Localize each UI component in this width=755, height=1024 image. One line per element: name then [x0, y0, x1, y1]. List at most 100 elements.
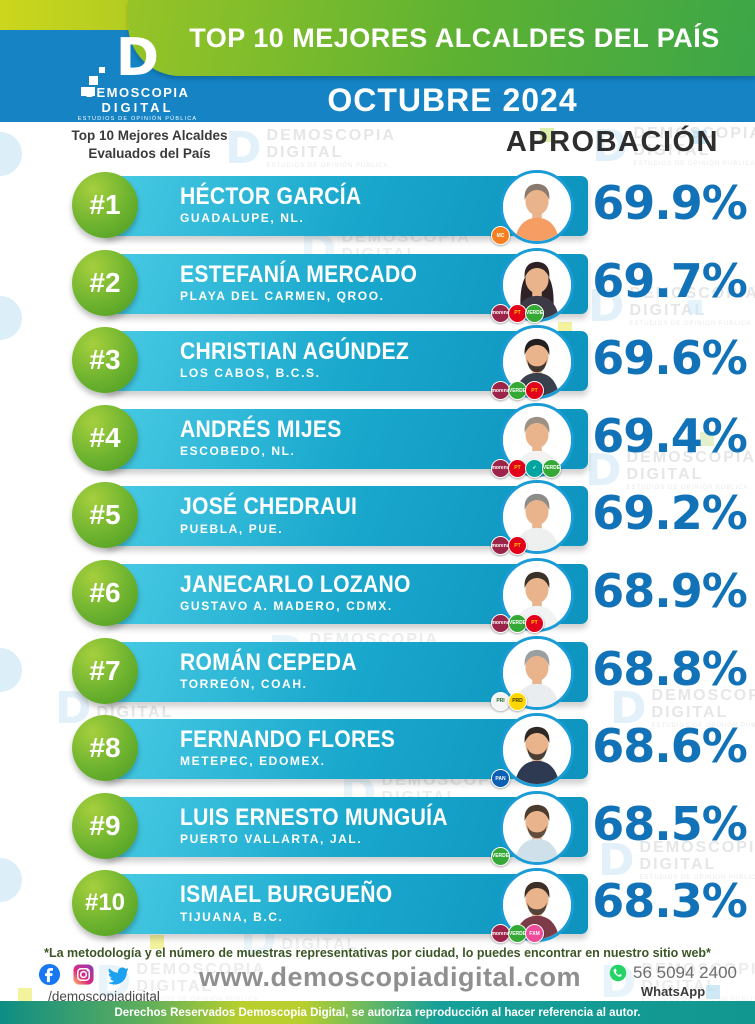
mayor-name: ROMÁN CEPEDA — [180, 648, 357, 676]
rank-badge: #2 — [72, 249, 138, 316]
methodology-note: *La metodología y el número de muestras … — [44, 946, 711, 960]
party-badges: morena PT — [491, 536, 527, 556]
party-badge-verde: VERDE — [542, 458, 561, 478]
website-url: www.demoscopiadigital.com — [198, 962, 582, 992]
approval-value: 69.4% — [592, 408, 748, 463]
mayor-city: TIJUANA, B.C. — [180, 909, 284, 924]
mayor-photo: morena VERDE FXM — [491, 868, 574, 944]
list-caption: Top 10 Mejores Alcaldes Evaluados del Pa… — [42, 127, 257, 162]
mayor-row: ISMAEL BURGUEÑO TIJUANA, B.C. #10 morena… — [0, 866, 755, 944]
approval-value: 68.6% — [592, 719, 748, 774]
mayor-row: FERNANDO FLORES METEPEC, EDOMEX. #8 PAN … — [0, 711, 755, 789]
mayor-name: CHRISTIAN AGÚNDEZ — [180, 338, 409, 366]
logo-name: DEMOSCOPIA — [85, 85, 190, 101]
mayor-photo: morena VERDE PT — [491, 557, 574, 633]
ranking-list: HÉCTOR GARCÍA GUADALUPE, NL. #1 MC 69.9%… — [0, 168, 755, 944]
mayor-city: PUEBLA, PUE. — [180, 521, 284, 536]
logo-d-icon: D — [115, 28, 160, 88]
party-badges: MC — [491, 226, 510, 245]
mayor-row: ANDRÉS MIJES ESCOBEDO, NL. #4 morena PT ✓ V… — [0, 401, 755, 479]
copyright-strip: Derechos Reservados Demoscopia Digital, … — [0, 1001, 755, 1024]
report-month: OCTUBRE 2024 — [327, 82, 578, 118]
rank-badge: #9 — [72, 792, 138, 859]
party-badge-mc: MC — [491, 226, 510, 245]
party-badge-verde: VERDE — [508, 924, 527, 944]
mayor-photo: morena PT ✓ VERDE — [491, 402, 574, 478]
approval-value: 69.9% — [592, 176, 748, 230]
mayor-name: ESTEFANÍA MERCADO — [180, 260, 418, 288]
approval-value: 69.6% — [592, 331, 748, 386]
mayor-city: ESCOBEDO, NL. — [180, 443, 296, 458]
logo-name2: DIGITAL — [101, 100, 174, 116]
approval-value: 69.7% — [592, 253, 748, 308]
mayor-name: ANDRÉS MIJES — [180, 415, 342, 443]
party-badge-pt: PT — [525, 613, 544, 633]
mayor-name: HÉCTOR GARCÍA — [180, 183, 362, 210]
facebook-icon — [38, 963, 61, 986]
mayor-city: TORREÓN, COAH. — [180, 676, 308, 691]
mayor-photo: morena VERDE PT — [491, 325, 574, 401]
mayor-photo: VERDE — [491, 790, 574, 866]
party-badges: morena PT ✓ VERDE — [491, 458, 561, 478]
mayor-city: PUERTO VALLARTA, JAL. — [180, 831, 363, 846]
mayor-city: METEPEC, EDOMEX. — [180, 754, 326, 769]
party-badges: morena VERDE PT — [491, 613, 544, 633]
party-badge-pt: PT — [508, 303, 527, 323]
party-badge-verde: VERDE — [508, 381, 527, 401]
party-badge-verde: VERDE — [525, 303, 544, 323]
mayor-row: JOSÉ CHEDRAUI PUEBLA, PUE. #5 morena PT 6… — [0, 478, 755, 556]
rank-badge: #5 — [72, 482, 138, 549]
party-badge-fxm: FXM — [525, 924, 544, 944]
person-avatar-icon — [503, 793, 571, 862]
party-badges: morena PT VERDE — [491, 303, 544, 323]
whatsapp-label: WhatsApp — [640, 984, 706, 999]
list-caption-line2: Evaluados del País — [88, 145, 211, 161]
approval-column-header: APROBACIÓN — [505, 126, 719, 158]
social-handle: /demoscopiadigital — [48, 989, 160, 1004]
rank-badge: #3 — [72, 327, 138, 394]
party-badge-prd: PRD — [508, 691, 527, 711]
mayor-name: JOSÉ CHEDRAUI — [180, 493, 358, 521]
mayor-name: JANECARLO LOZANO — [180, 570, 411, 598]
mayor-city: LOS CABOS, B.C.S. — [180, 366, 321, 381]
mayor-row: JANECARLO LOZANO GUSTAVO A. MADERO, CDMX… — [0, 556, 755, 634]
approval-value: 68.5% — [592, 796, 748, 851]
party-badge-pt: PT — [525, 381, 544, 401]
party-badge-verde: VERDE — [491, 846, 510, 866]
mayor-city: GUSTAVO A. MADERO, CDMX. — [180, 599, 393, 614]
logo-tagline: ESTUDIOS DE OPINIÓN PÚBLICA — [77, 116, 198, 123]
approval-value: 68.3% — [592, 874, 748, 929]
person-avatar-icon — [503, 716, 571, 785]
mayor-photo: MC — [491, 170, 574, 245]
party-badges: VERDE — [491, 846, 510, 866]
party-badges: PRI PRD — [491, 691, 527, 711]
mayor-photo: morena PT VERDE — [491, 247, 574, 323]
rank-badge: #10 — [72, 870, 138, 937]
header-banner: TOP 10 MEJORES ALCALDES DEL PAÍS — [128, 0, 755, 76]
party-badge-pt: PT — [508, 536, 527, 556]
mayor-photo: PAN — [491, 713, 574, 789]
rank-badge: #4 — [72, 404, 138, 471]
mayor-row: ESTEFANÍA MERCADO PLAYA DEL CARMEN, QROO… — [0, 246, 755, 324]
whatsapp-icon — [609, 964, 627, 982]
mayor-row: ROMÁN CEPEDA TORREÓN, COAH. #7 PRI PRD 68… — [0, 634, 755, 712]
mayor-name: FERNANDO FLORES — [180, 726, 396, 754]
list-caption-line1: Top 10 Mejores Alcaldes — [71, 128, 228, 143]
mayor-photo: PRI PRD — [491, 635, 574, 711]
mayor-photo: morena PT — [491, 480, 574, 556]
demoscopia-logo: D DEMOSCOPIA DIGITAL ESTUDIOS DE OPINIÓN… — [55, 28, 220, 123]
party-badges: morena VERDE PT — [491, 381, 544, 401]
mayor-city: GUADALUPE, NL. — [180, 211, 305, 226]
whatsapp-number: 56 5094 2400 — [633, 963, 737, 982]
mayor-row: HÉCTOR GARCÍA GUADALUPE, NL. #1 MC 69.9% — [0, 168, 755, 246]
twitter-icon — [107, 967, 129, 985]
mayor-name: LUIS ERNESTO MUNGUÍA — [180, 803, 448, 831]
approval-value: 69.2% — [592, 486, 748, 541]
instagram-icon — [73, 964, 94, 985]
whatsapp-contact: 56 5094 2400 WhatsApp — [598, 963, 748, 999]
mayor-row: LUIS ERNESTO MUNGUÍA PUERTO VALLARTA, JA… — [0, 789, 755, 867]
approval-value: 68.8% — [592, 641, 748, 696]
rank-badge: #7 — [72, 637, 138, 704]
party-badges: PAN — [491, 769, 510, 789]
